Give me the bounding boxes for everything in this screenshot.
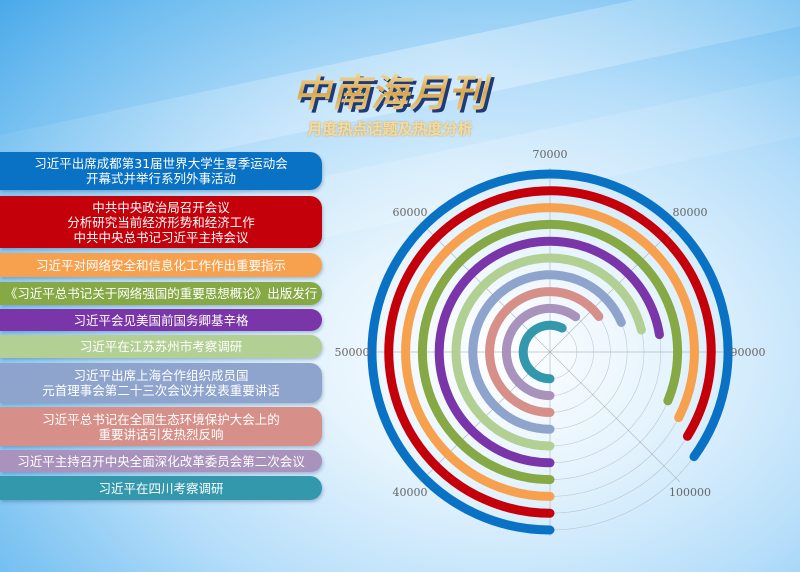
legend-label: 中共中央政治局召开会议	[92, 199, 230, 215]
page-title: 中南海月刊	[270, 62, 510, 117]
legend-label: 习近平在江苏苏州市考察调研	[79, 339, 243, 354]
legend-label: 习近平在四川考察调研	[98, 480, 224, 496]
legend-label: 习近平主持召开中央全面深化改革委员会第二次会议	[17, 453, 305, 469]
legend-label: 习近平出席成都第31届世界大学生夏季运动会	[34, 156, 288, 171]
tick-label: 80000	[673, 206, 708, 219]
tick-label: 40000	[392, 486, 427, 499]
radial-bar	[417, 219, 683, 485]
legend-item: 习近平主持召开中央全面深化改革委员会第二次会议	[0, 450, 322, 472]
tick-label: 60000	[392, 206, 427, 219]
radial-bar	[401, 203, 699, 501]
legend-label: 开幕式并举行系列外事活动	[85, 171, 236, 186]
legend-item: 习近平对网络安全和信息化工作作出重要指示	[0, 253, 322, 277]
page-subtitle: 月度热点话题及热度分析	[307, 120, 473, 138]
tick-label: 50000	[335, 346, 370, 359]
radial-bar	[518, 320, 567, 384]
radial-bar	[367, 169, 733, 535]
legend-label: 习近平对网络安全和信息化工作作出重要指示	[35, 257, 286, 273]
radial-bar	[485, 287, 604, 417]
tick-label: 70000	[533, 148, 568, 161]
radial-bar	[501, 303, 581, 401]
legend-label: 重要讲话引发热烈反响	[98, 426, 224, 442]
legend-item: 中共中央政治局召开会议 分析研究当前经济形势和经济工作 中共中央总书记习近平主持会议	[0, 196, 322, 248]
legend-item: 习近平总书记在全国生态环境保护大会上的 重要讲话引发热烈反响	[0, 407, 322, 446]
radial-bar	[451, 253, 646, 451]
legend-label: 中共中央总书记习近平主持会议	[73, 229, 249, 245]
legend-label: 习近平总书记在全国生态环境保护大会上的	[42, 411, 280, 427]
legend-item: 《习近平总书记关于网络强国的重要思想概论》出版发行	[0, 282, 322, 305]
radial-bar	[468, 270, 626, 434]
legend-item: 习近平出席成都第31届世界大学生夏季运动会 开幕式并举行系列外事活动	[0, 152, 322, 190]
legend-item: 习近平在江苏苏州市考察调研	[0, 335, 322, 358]
tick-label: 100000	[669, 486, 711, 499]
legend-item: 习近平在四川考察调研	[0, 476, 322, 500]
legend-label: 元首理事会第二十三次会议并发表重要讲话	[42, 383, 280, 398]
legend-label: 分析研究当前经济形势和经济工作	[67, 214, 255, 230]
grid-line	[549, 351, 681, 483]
radial-bar	[434, 236, 664, 468]
legend-item: 习近平出席上海合作组织成员国 元首理事会第二十三次会议并发表重要讲话	[0, 363, 322, 403]
legend-item: 习近平会见美国前国务卿基辛格	[0, 309, 322, 331]
tick-label: 90000	[731, 346, 766, 359]
legend-label: 习近平会见美国前国务卿基辛格	[73, 312, 249, 328]
legend-label: 《习近平总书记关于网络强国的重要思想概论》出版发行	[4, 286, 318, 301]
legend-label: 习近平出席上海合作组织成员国	[73, 368, 249, 383]
radial-bar	[384, 186, 716, 518]
